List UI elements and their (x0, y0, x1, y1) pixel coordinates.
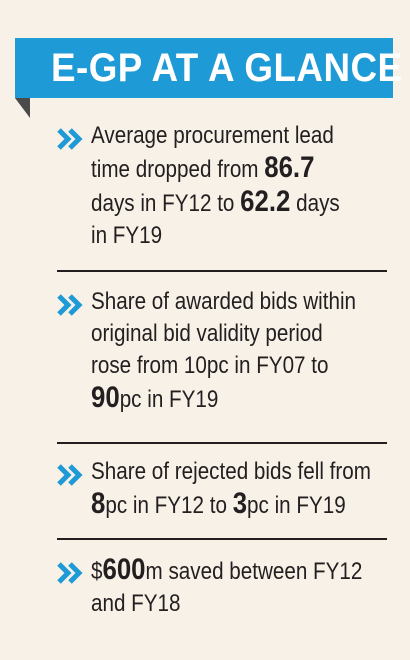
fact-segment: pc in FY19 (247, 492, 346, 519)
fact-segment: pc in FY19 (119, 386, 219, 413)
divider (57, 538, 387, 540)
fact-item: Share of awarded bids within original bid… (15, 286, 410, 416)
fact-line: in FY19 (91, 220, 375, 252)
fact-segment: pc in FY12 to (105, 492, 233, 519)
fact-line: Share of awarded bids within (91, 286, 375, 318)
double-chevron-right-icon (57, 294, 83, 316)
fact-item: Average procurement lead time dropped fro… (15, 120, 410, 252)
fact-segment: Share of awarded bids within (91, 288, 357, 315)
fact-highlight: 8 (91, 487, 106, 520)
page-title: E-GP AT A GLANCE (51, 45, 403, 90)
fact-line: $600m saved between FY12 (91, 554, 375, 588)
fact-segment: Average procurement lead (91, 122, 334, 149)
fact-segment: and FY18 (91, 590, 181, 617)
fact-segment: $ (91, 558, 103, 585)
fact-segment: days (290, 190, 340, 217)
fact-line: 8pc in FY12 to 3pc in FY19 (91, 488, 375, 522)
header-fold (15, 98, 30, 118)
fact-text: Average procurement lead time dropped fro… (91, 120, 375, 252)
double-chevron-right-icon (57, 128, 83, 150)
fact-text: Share of rejected bids fell from 8pc in F… (91, 456, 375, 522)
divider (57, 442, 387, 444)
fact-highlight: 86.7 (264, 151, 315, 184)
fact-highlight: 600 (102, 553, 146, 586)
double-chevron-right-icon (57, 562, 83, 584)
fact-segment: m saved between FY12 (145, 558, 363, 585)
fact-item: $600m saved between FY12 and FY18 (15, 554, 410, 620)
fact-segment: days in FY12 to (91, 190, 241, 217)
fact-line: time dropped from 86.7 (91, 152, 375, 186)
infographic-card: E-GP AT A GLANCE Average procurement lea… (15, 0, 410, 660)
fact-text: $600m saved between FY12 and FY18 (91, 554, 375, 620)
divider (57, 270, 387, 272)
fact-segment: original bid validity period (91, 320, 323, 347)
fact-line: original bid validity period (91, 318, 375, 350)
fact-line: rose from 10pc in FY07 to (91, 350, 375, 382)
fact-line: and FY18 (91, 588, 375, 620)
fact-segment: in FY19 (91, 222, 163, 249)
fact-line: days in FY12 to 62.2 days (91, 186, 375, 220)
fact-line: Average procurement lead (91, 120, 375, 152)
fact-highlight: 3 (232, 487, 248, 520)
fact-item: Share of rejected bids fell from 8pc in F… (15, 456, 410, 522)
fact-segment: rose from 10pc in FY07 to (91, 352, 329, 379)
fact-segment: time dropped from (91, 156, 265, 183)
fact-highlight: 62.2 (240, 185, 291, 218)
fact-text: Share of awarded bids within original bid… (91, 286, 375, 416)
fact-line: Share of rejected bids fell from (91, 456, 375, 488)
fact-highlight: 90 (91, 381, 120, 414)
double-chevron-right-icon (57, 464, 83, 486)
fact-segment: Share of rejected bids fell from (91, 458, 371, 485)
header-banner: E-GP AT A GLANCE (15, 38, 402, 98)
fact-line: 90pc in FY19 (91, 382, 375, 416)
